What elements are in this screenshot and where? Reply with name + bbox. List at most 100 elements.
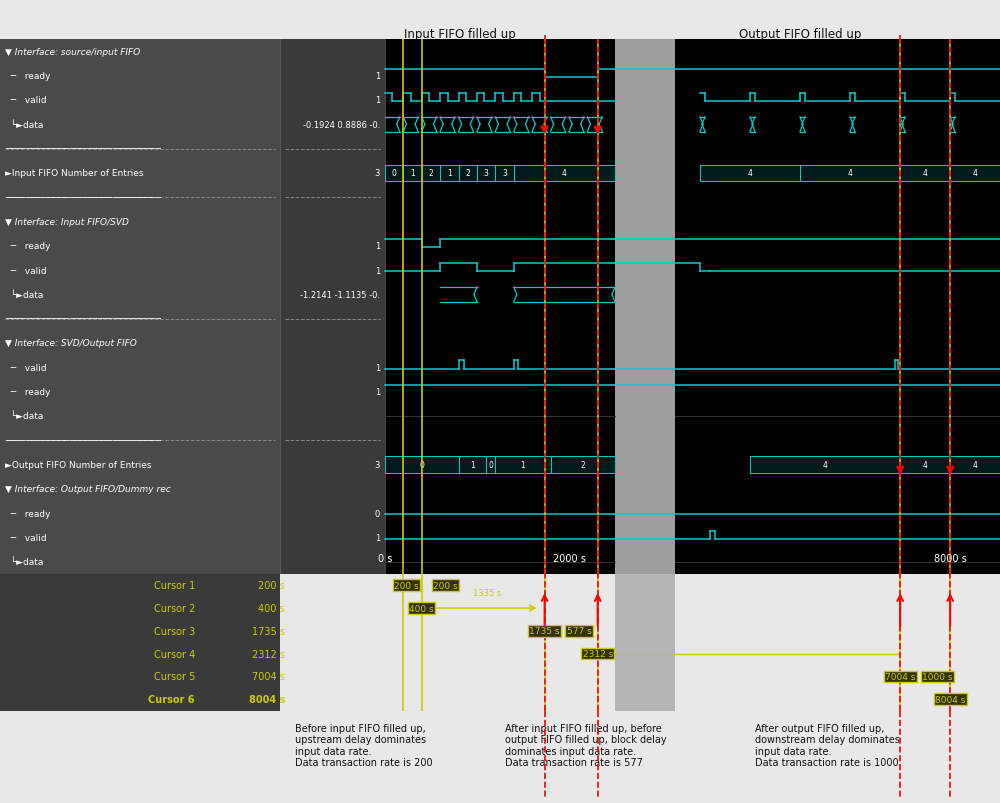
Text: 0: 0 xyxy=(375,509,380,518)
Text: ▼ Interface: SVD/Output FIFO: ▼ Interface: SVD/Output FIFO xyxy=(5,339,137,348)
Text: 0: 0 xyxy=(488,460,493,470)
Bar xyxy=(0,40,280,574)
Text: ►Input FIFO Number of Entries: ►Input FIFO Number of Entries xyxy=(5,169,144,178)
Text: └►data: └►data xyxy=(5,291,43,300)
Text: Cursor 4: Cursor 4 xyxy=(154,649,195,658)
Text: 1735 s: 1735 s xyxy=(252,626,285,636)
Text: 3: 3 xyxy=(484,169,489,178)
Text: -0.1924 0.8886 -0.: -0.1924 0.8886 -0. xyxy=(303,120,380,129)
Text: 1: 1 xyxy=(470,460,475,470)
Text: -1.2141 -1.1135 -0.: -1.2141 -1.1135 -0. xyxy=(300,291,380,300)
Bar xyxy=(477,165,495,181)
Text: └►data: └►data xyxy=(5,557,43,566)
Bar xyxy=(385,457,459,473)
Text: 4: 4 xyxy=(562,169,567,178)
Text: ─   valid: ─ valid xyxy=(5,267,47,275)
Bar xyxy=(950,165,1000,181)
Text: 2000 s: 2000 s xyxy=(553,553,585,564)
Text: 1: 1 xyxy=(375,72,380,81)
Text: 1: 1 xyxy=(375,267,380,275)
Text: 0: 0 xyxy=(392,169,397,178)
Text: After input FIFO filled up, before
output FIFO filled up, block delay
dominates : After input FIFO filled up, before outpu… xyxy=(505,723,667,768)
Bar xyxy=(385,40,1000,574)
Text: ─   valid: ─ valid xyxy=(5,533,47,542)
Bar xyxy=(440,165,459,181)
Text: 1: 1 xyxy=(375,242,380,251)
Bar xyxy=(385,165,403,181)
Text: Cursor 1: Cursor 1 xyxy=(154,581,195,590)
Text: 1000 s: 1000 s xyxy=(922,672,953,681)
Text: ─   valid: ─ valid xyxy=(5,96,47,105)
Text: 4: 4 xyxy=(823,460,828,470)
Bar xyxy=(0,574,280,711)
Bar xyxy=(403,165,422,181)
Text: 1735 s: 1735 s xyxy=(529,626,560,635)
Bar xyxy=(900,165,950,181)
Bar xyxy=(551,457,615,473)
Text: 8004 s: 8004 s xyxy=(935,695,965,703)
Text: 3: 3 xyxy=(375,169,380,178)
Text: Cursor 5: Cursor 5 xyxy=(154,671,195,682)
Text: 3: 3 xyxy=(502,169,507,178)
Text: ─────────────────────────────: ───────────────────────────── xyxy=(5,315,161,324)
Bar xyxy=(750,457,900,473)
Text: 1: 1 xyxy=(521,460,525,470)
Text: 4: 4 xyxy=(848,169,853,178)
Bar xyxy=(615,40,675,574)
Text: └►data: └►data xyxy=(5,412,43,421)
Text: 1335 s: 1335 s xyxy=(473,589,501,597)
Bar xyxy=(700,165,800,181)
Text: 8000 s: 8000 s xyxy=(934,553,966,564)
Bar xyxy=(495,457,551,473)
Text: 7004 s: 7004 s xyxy=(252,671,285,682)
Text: 1: 1 xyxy=(375,388,380,397)
Text: Output FIFO filled up: Output FIFO filled up xyxy=(739,28,861,41)
Text: 0: 0 xyxy=(419,460,424,470)
Text: 4: 4 xyxy=(923,460,928,470)
Text: ►Output FIFO Number of Entries: ►Output FIFO Number of Entries xyxy=(5,460,152,470)
Text: ─────────────────────────────: ───────────────────────────── xyxy=(5,436,161,445)
Bar xyxy=(459,165,477,181)
Text: 1: 1 xyxy=(375,363,380,373)
Text: 2312 s: 2312 s xyxy=(252,649,285,658)
Text: ─────────────────────────────: ───────────────────────────── xyxy=(5,194,161,202)
Text: 200 s: 200 s xyxy=(433,581,458,590)
Bar xyxy=(280,40,385,574)
Text: 1: 1 xyxy=(375,533,380,542)
Text: 2312 s: 2312 s xyxy=(583,650,613,658)
Text: 200 s: 200 s xyxy=(394,581,419,590)
Text: ─   ready: ─ ready xyxy=(5,388,50,397)
Bar xyxy=(514,165,615,181)
Text: 200 s: 200 s xyxy=(258,581,285,590)
Bar xyxy=(900,457,950,473)
Bar xyxy=(615,574,675,711)
Bar xyxy=(459,457,486,473)
Text: 577 s: 577 s xyxy=(567,626,591,635)
Text: ─   valid: ─ valid xyxy=(5,363,47,373)
Text: ─   ready: ─ ready xyxy=(5,509,50,518)
Text: Input FIFO filled up: Input FIFO filled up xyxy=(404,28,516,41)
Bar xyxy=(950,457,1000,473)
Bar xyxy=(486,457,495,473)
Text: After output FIFO filled up,
downstream delay dominates
input data rate.
Data tr: After output FIFO filled up, downstream … xyxy=(755,723,900,768)
Text: 1: 1 xyxy=(410,169,415,178)
Text: 1: 1 xyxy=(447,169,452,178)
Text: ▼ Interface: Output FIFO/Dummy rec: ▼ Interface: Output FIFO/Dummy rec xyxy=(5,485,171,494)
Text: 400 s: 400 s xyxy=(409,604,434,613)
Text: 4: 4 xyxy=(973,169,978,178)
Text: 4: 4 xyxy=(923,169,928,178)
Text: ▼ Interface: source/input FIFO: ▼ Interface: source/input FIFO xyxy=(5,48,140,57)
Text: 2: 2 xyxy=(580,460,585,470)
Text: Cursor 6: Cursor 6 xyxy=(148,695,195,704)
Text: 8004 s: 8004 s xyxy=(249,695,285,704)
Bar xyxy=(422,165,440,181)
Text: ─   ready: ─ ready xyxy=(5,72,50,81)
Text: 3: 3 xyxy=(375,460,380,470)
Text: 0 s: 0 s xyxy=(378,553,392,564)
Text: ─   ready: ─ ready xyxy=(5,242,50,251)
Text: 4: 4 xyxy=(748,169,752,178)
Text: 400 s: 400 s xyxy=(258,603,285,613)
Text: 2: 2 xyxy=(465,169,470,178)
Text: └►data: └►data xyxy=(5,120,43,129)
Text: Cursor 3: Cursor 3 xyxy=(154,626,195,636)
